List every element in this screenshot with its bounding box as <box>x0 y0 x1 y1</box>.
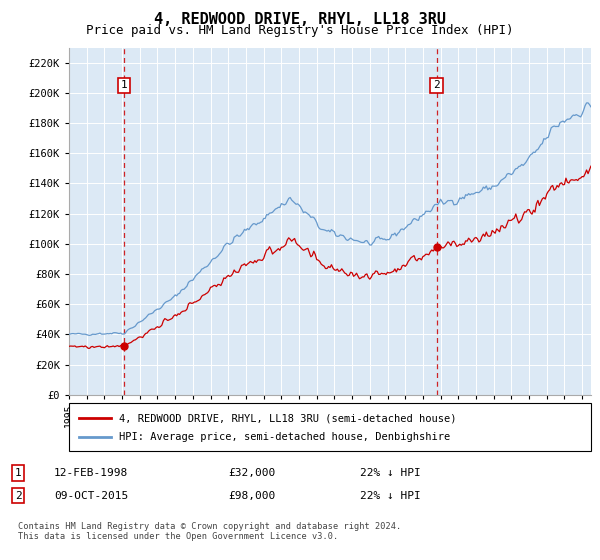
FancyBboxPatch shape <box>69 403 591 451</box>
Text: 22% ↓ HPI: 22% ↓ HPI <box>360 468 421 478</box>
Text: 09-OCT-2015: 09-OCT-2015 <box>54 491 128 501</box>
Text: 4, REDWOOD DRIVE, RHYL, LL18 3RU (semi-detached house): 4, REDWOOD DRIVE, RHYL, LL18 3RU (semi-d… <box>119 413 456 423</box>
Text: 1: 1 <box>14 468 22 478</box>
Text: 22% ↓ HPI: 22% ↓ HPI <box>360 491 421 501</box>
Text: 12-FEB-1998: 12-FEB-1998 <box>54 468 128 478</box>
Text: £32,000: £32,000 <box>228 468 275 478</box>
Text: HPI: Average price, semi-detached house, Denbighshire: HPI: Average price, semi-detached house,… <box>119 432 450 442</box>
Text: 2: 2 <box>14 491 22 501</box>
Text: Contains HM Land Registry data © Crown copyright and database right 2024.
This d: Contains HM Land Registry data © Crown c… <box>18 522 401 542</box>
Text: 4, REDWOOD DRIVE, RHYL, LL18 3RU: 4, REDWOOD DRIVE, RHYL, LL18 3RU <box>154 12 446 27</box>
Text: Price paid vs. HM Land Registry's House Price Index (HPI): Price paid vs. HM Land Registry's House … <box>86 24 514 36</box>
Text: 1: 1 <box>121 80 128 90</box>
Text: 2: 2 <box>433 80 440 90</box>
Text: £98,000: £98,000 <box>228 491 275 501</box>
